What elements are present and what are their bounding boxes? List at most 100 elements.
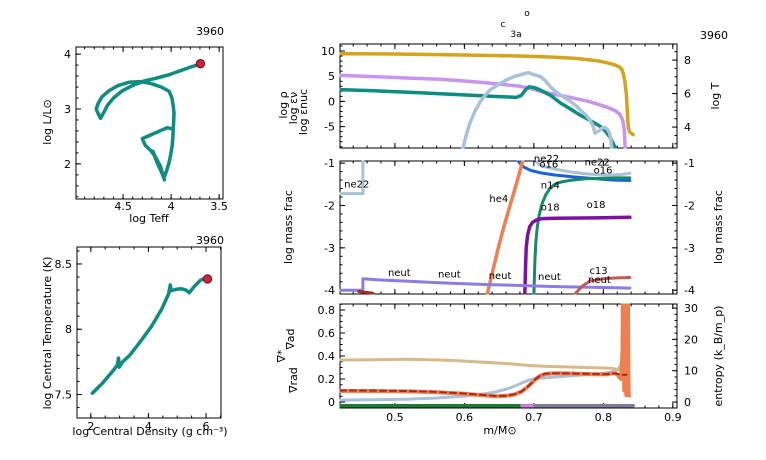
model-number-title: 3960: [700, 29, 728, 42]
y-tick-label: -1: [684, 157, 695, 170]
x-tick-label: 0.6: [456, 411, 474, 424]
current-model-dot: [195, 59, 206, 69]
curve-label-ne22: ne22: [585, 158, 610, 169]
axis-label: entropy (k_B/m_p): [712, 306, 725, 407]
y-tick-label: 8: [65, 323, 72, 336]
curve-label-o16: o16: [594, 165, 613, 176]
y-tick-label: 20: [684, 333, 698, 346]
curve-label-neut: neut: [538, 272, 561, 283]
axis-label: log ρ: [277, 91, 290, 118]
axis-ticks: [340, 44, 677, 148]
axis-label: log mass frac: [282, 190, 295, 264]
panel-box: [75, 46, 224, 200]
x-tick-label: 6: [203, 420, 210, 433]
y-tick-label: 4: [64, 48, 71, 61]
curve-label-neut: neut: [489, 271, 512, 282]
panel-box: [76, 246, 222, 419]
y-tick-label: 7.5: [55, 389, 73, 402]
model-number-title: 3960: [196, 25, 224, 38]
panel: 4.5 4 3.5 2 3 4: [64, 46, 228, 213]
model-number-title: 3960: [196, 234, 224, 247]
axis-label: log T: [709, 82, 722, 109]
axis-label: ∇*: [275, 349, 288, 363]
curve-label-o16: o16: [539, 159, 558, 170]
axis-label: log Central Density (g cm⁻³): [72, 425, 227, 438]
y-tick-label: -4: [324, 284, 335, 297]
y-tick-label: 30: [684, 302, 698, 315]
y-tick-label: 3: [64, 103, 71, 116]
x-tick-label: 2: [87, 420, 94, 433]
series-log-eps-nu: [339, 85, 617, 149]
series-hr-track: [94, 62, 203, 182]
curve-label-ne22: ne22: [344, 180, 369, 191]
y-tick-label: 0.2: [318, 373, 336, 386]
axis-label: log Teff: [129, 212, 169, 225]
series-ne22-left: [339, 160, 365, 196]
series-log-T: [339, 51, 635, 137]
curve-label-o18: o18: [541, 203, 560, 214]
x-tick-label: 0.8: [595, 411, 613, 424]
x-tick-label: 3.5: [210, 200, 228, 213]
x-tick-label: 4: [145, 420, 152, 433]
series-o18: [523, 215, 632, 295]
central-tc-rho-chart: 2 4 6 7.5 8 8.5 log Central Density (g cm⁻³) lo…: [41, 234, 228, 438]
curve-label-n14: n14: [541, 181, 560, 192]
series-he4: [485, 160, 525, 295]
curve-label-he4: he4: [489, 194, 508, 205]
axis-label: m/M⊙: [483, 424, 516, 437]
y-tick-label: -3: [684, 242, 695, 255]
x-tick-label: 4: [168, 200, 175, 213]
series-c13-left: [357, 290, 375, 295]
y-tick-label: 2: [64, 158, 71, 171]
y-tick-label: 0: [328, 396, 335, 409]
series-tc-rhoc-track: [90, 276, 209, 395]
y-tick-label: 8.5: [55, 258, 73, 271]
y-tick-label: -4: [684, 284, 695, 297]
y-tick-label: 10: [684, 365, 698, 378]
series-group: [90, 276, 209, 395]
series-group: [339, 160, 632, 295]
curve-label-c13: c13: [589, 266, 607, 277]
series-group: [94, 62, 203, 182]
y-tick-label: -2: [324, 199, 335, 212]
y-tick-label: -2: [684, 199, 695, 212]
series-neut: [339, 277, 632, 292]
y-tick-label: 0: [684, 396, 691, 409]
y-tick-label: 0.8: [318, 304, 336, 317]
axis-label: ∇rad: [287, 367, 300, 394]
series-group: [339, 51, 635, 149]
panel: -1 -2 -3 -4 -1 -2 -3 -4 ne22 neut neut neut neut neut…: [324, 154, 695, 297]
panel-box: [339, 160, 678, 295]
panel: 10 5 0 -5 8 6 4: [321, 43, 691, 149]
y-tick-label: 8: [684, 54, 691, 67]
curve-label-neut: neut: [588, 275, 611, 286]
series-o16: [516, 160, 632, 182]
axis-label: 3a: [510, 30, 521, 40]
axis-ticks: [77, 247, 221, 418]
curve-label-o18: o18: [587, 200, 606, 211]
curve-label-neut: neut: [438, 269, 461, 280]
y-tick-label: 0: [328, 95, 335, 108]
series-grad-star: [339, 372, 628, 397]
series-n14: [532, 176, 632, 295]
y-tick-label: 10: [321, 45, 335, 58]
curve-label-neut: neut: [388, 268, 411, 279]
y-tick-label: 0.6: [318, 327, 336, 340]
axis-label: log εν: [287, 92, 300, 124]
series-c13: [573, 276, 632, 295]
y-tick-label: 5: [328, 70, 335, 83]
axis-label: log εnuc: [297, 89, 310, 135]
axis-label: log L/L⊙: [41, 99, 54, 144]
series-log-eps-nuc: [461, 70, 614, 149]
y-tick-label: 0.4: [318, 350, 336, 363]
axis-label: log mass frac: [712, 190, 725, 264]
y-tick-label: -1: [324, 157, 335, 170]
series-grad-rad: [339, 303, 631, 399]
y-tick-label: 4: [684, 121, 691, 134]
axis-label: c: [501, 20, 506, 30]
current-model-dot: [202, 274, 213, 284]
axis-label: ∇ad: [284, 328, 297, 350]
axis-ticks: [76, 47, 220, 199]
